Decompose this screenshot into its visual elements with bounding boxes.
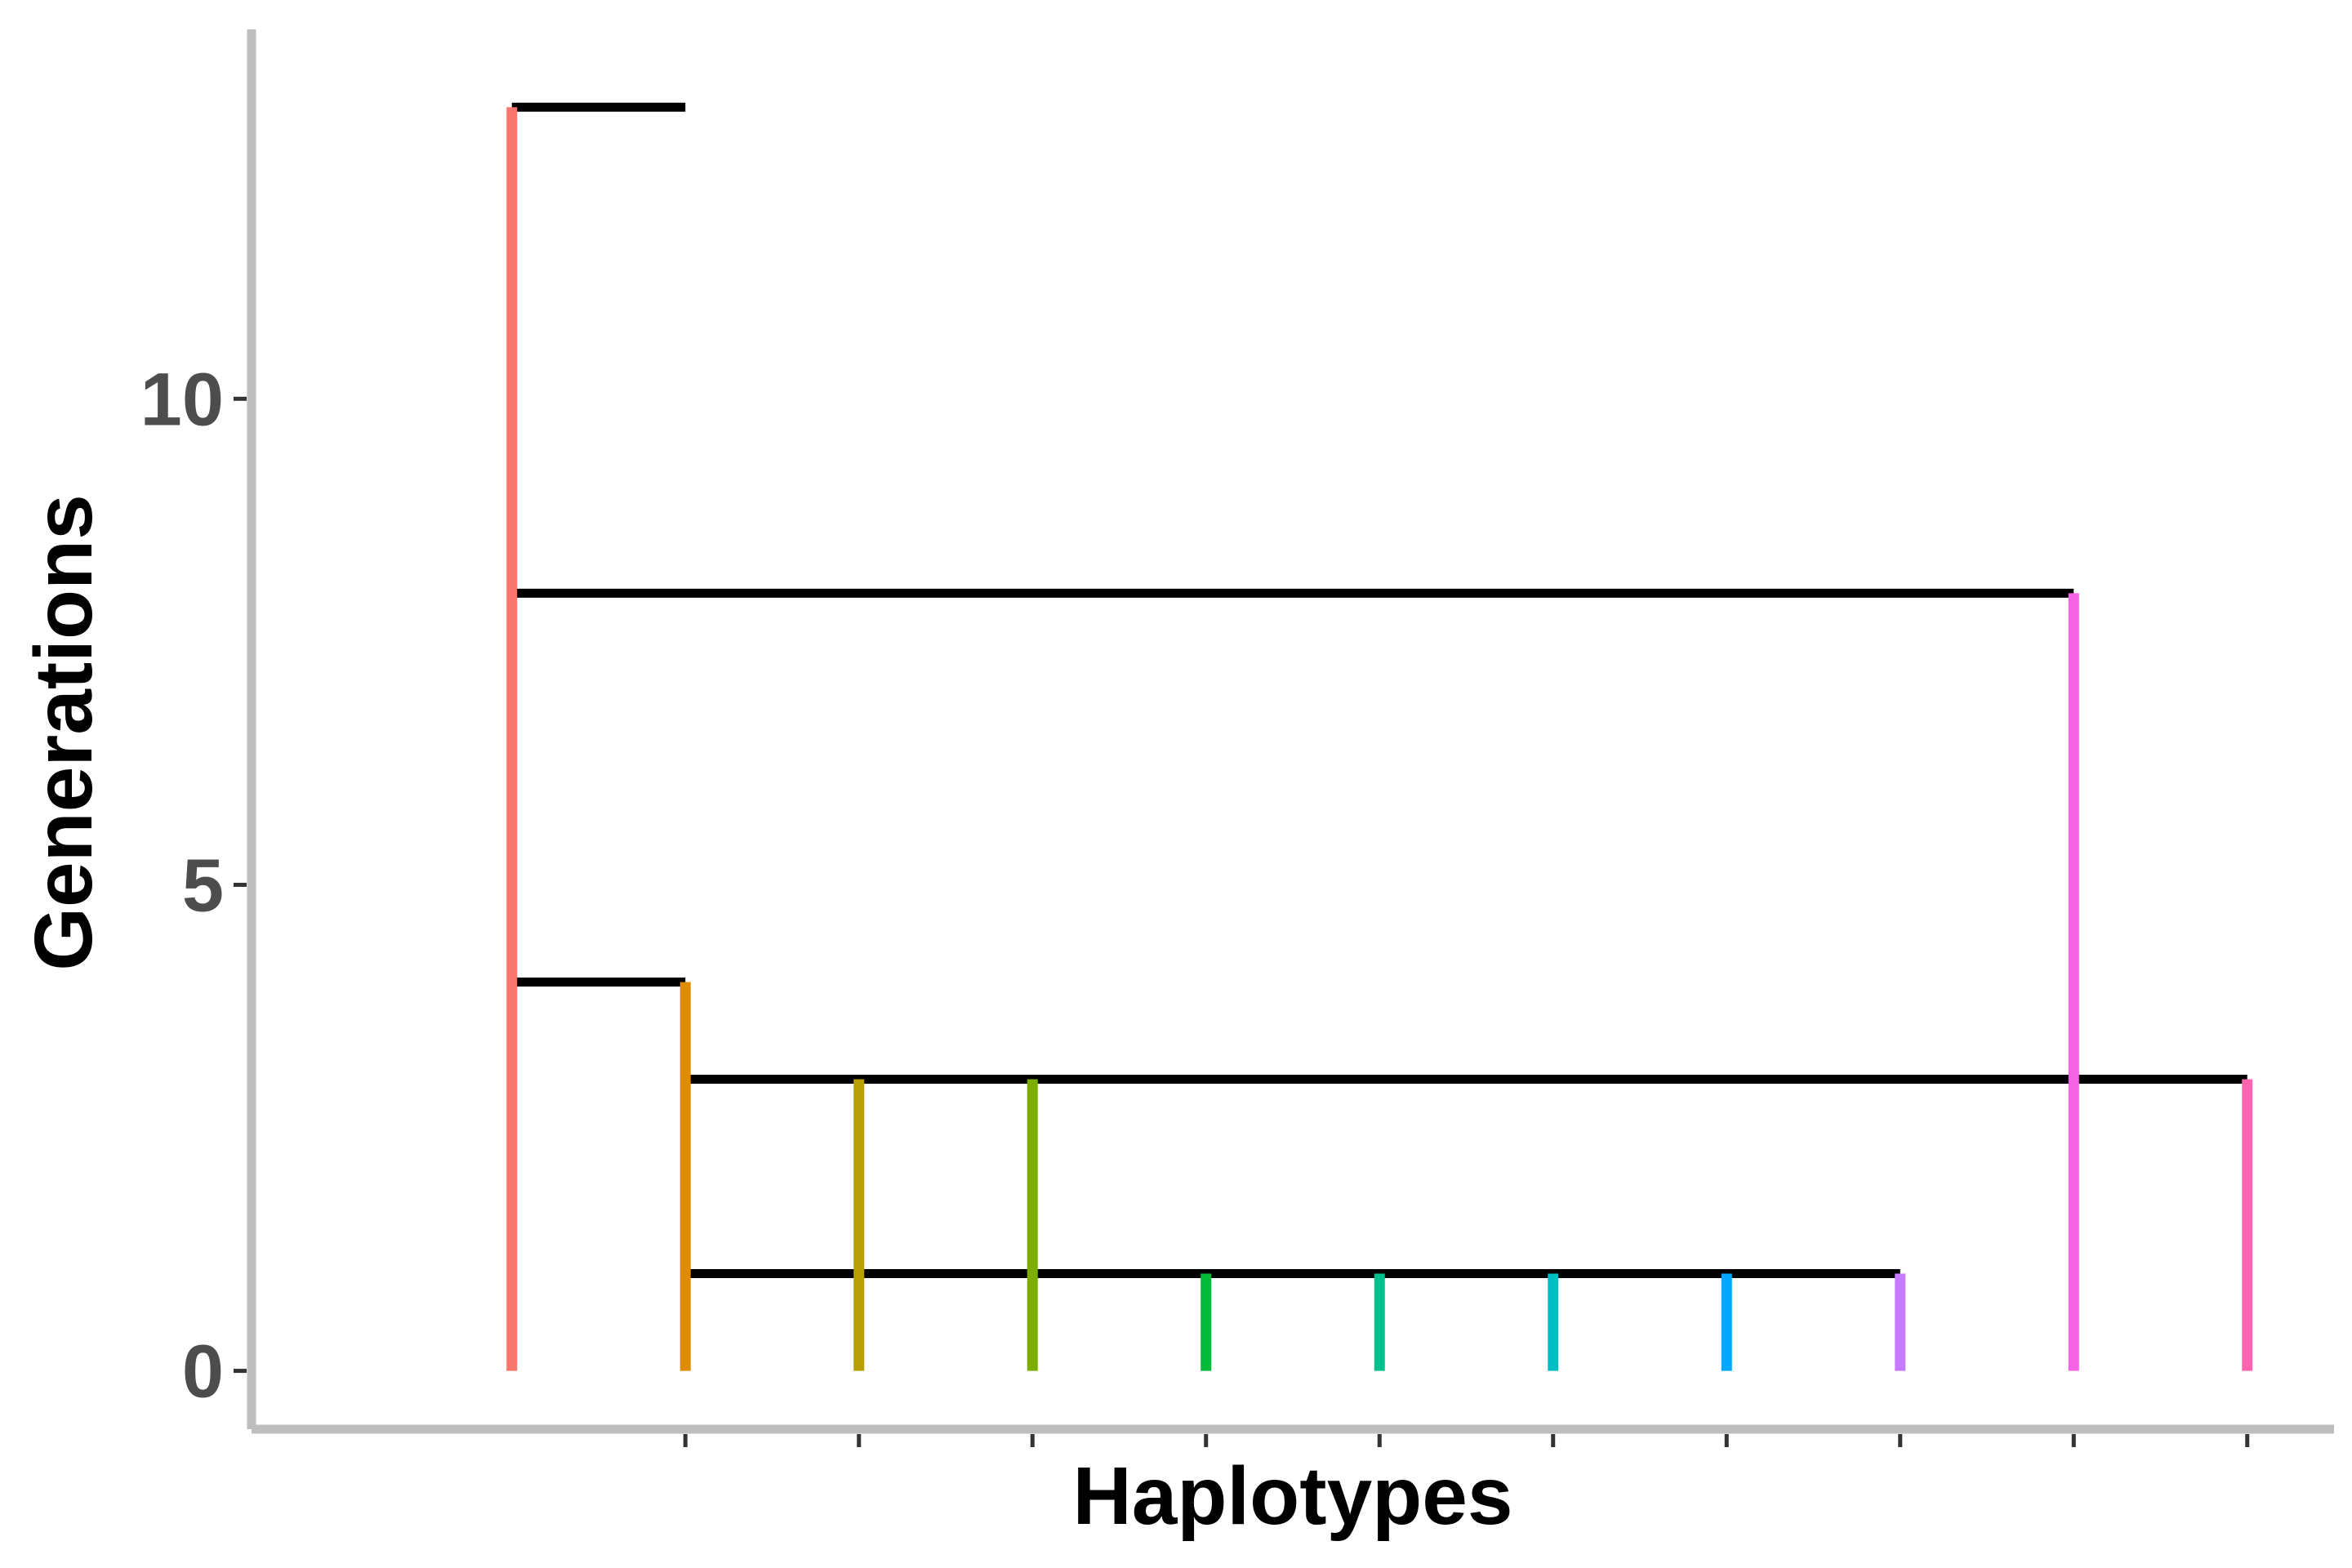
- y-tick-label-10: 10: [140, 358, 224, 441]
- connectors-layer: [511, 102, 2247, 1279]
- axes-layer: [247, 29, 2334, 1434]
- y-tick-label-0: 0: [182, 1330, 224, 1414]
- ticks-layer: 0 5 10: [140, 358, 2250, 1447]
- x-axis-title: Haplotypes: [1072, 1450, 1512, 1542]
- segments-layer: [506, 107, 2253, 1371]
- y-axis-title: Generations: [18, 494, 109, 971]
- y-tick-label-5: 5: [182, 844, 224, 927]
